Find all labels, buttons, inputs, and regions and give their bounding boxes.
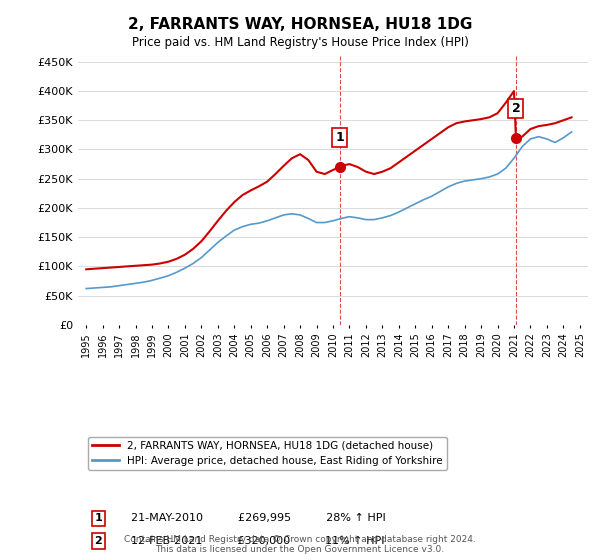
Text: 2: 2 (95, 536, 102, 546)
Text: 2: 2 (512, 102, 520, 115)
Text: 2, FARRANTS WAY, HORNSEA, HU18 1DG: 2, FARRANTS WAY, HORNSEA, HU18 1DG (128, 17, 472, 32)
Text: 12-FEB-2021          £320,000          11% ↑ HPI: 12-FEB-2021 £320,000 11% ↑ HPI (124, 536, 385, 546)
Text: 1: 1 (335, 131, 344, 144)
Legend: 2, FARRANTS WAY, HORNSEA, HU18 1DG (detached house), HPI: Average price, detache: 2, FARRANTS WAY, HORNSEA, HU18 1DG (deta… (88, 437, 446, 470)
Text: Price paid vs. HM Land Registry's House Price Index (HPI): Price paid vs. HM Land Registry's House … (131, 36, 469, 49)
Text: 1: 1 (95, 514, 102, 524)
Text: 21-MAY-2010          £269,995          28% ↑ HPI: 21-MAY-2010 £269,995 28% ↑ HPI (124, 514, 386, 524)
Text: Contains HM Land Registry data © Crown copyright and database right 2024.
This d: Contains HM Land Registry data © Crown c… (124, 535, 476, 554)
